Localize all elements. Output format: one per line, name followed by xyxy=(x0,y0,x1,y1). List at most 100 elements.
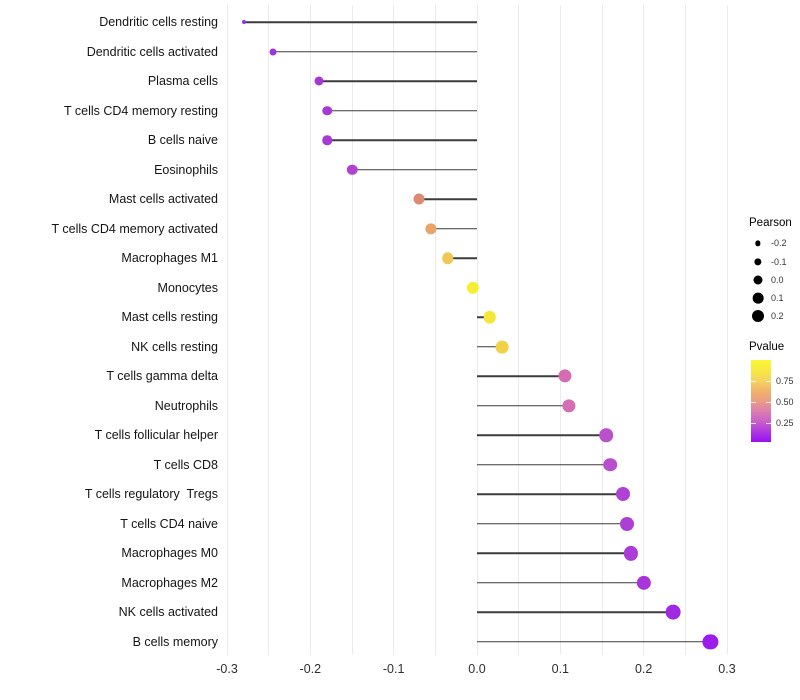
lollipop-stem xyxy=(477,611,673,614)
lollipop-dot xyxy=(702,634,718,650)
pvalue-tick-mark xyxy=(766,402,771,404)
lollipop-stem xyxy=(477,405,569,407)
row-label: Mast cells resting xyxy=(121,310,218,325)
lollipop-dot xyxy=(557,369,572,383)
pvalue-tick-mark xyxy=(751,402,756,404)
lollipop-stem xyxy=(477,345,502,348)
lollipop-stem xyxy=(477,464,611,466)
x-tick-label: 0.0 xyxy=(468,662,486,676)
gridline xyxy=(476,5,478,655)
lollipop-dot xyxy=(346,164,358,175)
gridline xyxy=(351,5,353,655)
row-label: B cells naive xyxy=(147,133,218,148)
lollipop-dot xyxy=(624,546,639,561)
row-label: Plasma cells xyxy=(147,74,218,89)
lollipop-dot xyxy=(413,193,425,205)
row-label: T cells follicular helper xyxy=(94,428,218,443)
gridline xyxy=(643,5,645,655)
row-label: NK cells activated xyxy=(118,605,218,620)
row-label: T cells regulatory Tregs xyxy=(84,487,218,502)
pearson-legend-label: 0.2 xyxy=(771,311,784,322)
row-label: Monocytes xyxy=(157,280,218,295)
pvalue-tick-label: 0.75 xyxy=(776,376,794,387)
lollipop-stem xyxy=(431,227,477,230)
pvalue-tick-label: 0.25 xyxy=(776,418,794,429)
lollipop-dot xyxy=(442,252,454,264)
lollipop-dot xyxy=(636,575,651,591)
gridline xyxy=(226,5,228,655)
gridline xyxy=(434,5,436,655)
lollipop-stem xyxy=(477,641,711,643)
gridline xyxy=(601,5,603,655)
x-tick-label: -0.1 xyxy=(382,662,405,676)
lollipop-dot xyxy=(620,516,634,531)
lollipop-dot xyxy=(599,428,613,443)
gridline xyxy=(309,5,311,655)
pvalue-legend-title: Pvalue xyxy=(749,341,785,353)
gridline xyxy=(726,5,728,655)
pvalue-tick-label: 0.50 xyxy=(776,397,794,408)
pvalue-tick-mark xyxy=(751,423,756,425)
pearson-legend-dot xyxy=(753,275,763,285)
lollipop-stem xyxy=(418,198,477,200)
row-label: T cells gamma delta xyxy=(106,369,218,384)
x-tick-label: -0.2 xyxy=(299,662,322,676)
row-label: Macrophages M0 xyxy=(121,546,218,561)
x-tick-label: 0.3 xyxy=(718,662,736,676)
row-label: Neutrophils xyxy=(154,398,218,413)
row-label: B cells memory xyxy=(132,634,218,649)
lollipop-dot xyxy=(322,105,332,116)
lollipop-stem xyxy=(318,80,477,82)
pearson-legend-dot xyxy=(752,310,764,323)
row-label: NK cells resting xyxy=(131,339,218,354)
x-tick-label: -0.3 xyxy=(216,662,238,676)
row-label: T cells CD4 memory resting xyxy=(64,103,218,118)
lollipop-stem xyxy=(477,523,627,525)
lollipop-dot xyxy=(483,310,496,324)
lollipop-dot xyxy=(615,487,630,502)
lollipop-dot xyxy=(562,399,576,413)
row-label: Dendritic cells activated xyxy=(86,44,218,59)
pearson-legend-dot xyxy=(755,240,761,246)
gridline xyxy=(684,5,686,655)
gridline xyxy=(268,5,270,655)
lollipop-dot xyxy=(425,223,437,235)
lollipop-stem xyxy=(477,493,623,496)
row-label: T cells CD4 naive xyxy=(120,516,218,531)
pearson-legend-dot xyxy=(752,292,764,304)
row-label: T cells CD4 memory activated xyxy=(51,221,219,236)
lollipop-dot xyxy=(603,458,618,472)
gridline xyxy=(518,5,520,655)
lollipop-dot xyxy=(665,604,681,620)
row-label: Dendritic cells resting xyxy=(99,15,218,29)
pvalue-gradient-bar xyxy=(751,360,771,442)
row-label: Mast cells activated xyxy=(108,192,218,207)
lollipop-dot xyxy=(495,340,509,354)
lollipop-stem xyxy=(243,21,477,23)
lollipop-dot xyxy=(241,20,246,24)
x-tick-label: 0.1 xyxy=(551,662,570,676)
lollipop-stem xyxy=(477,582,644,584)
lollipop-stem xyxy=(352,168,477,171)
lollipop-stem xyxy=(327,139,477,141)
pearson-legend-title: Pearson xyxy=(749,217,792,229)
pearson-legend-label: 0.0 xyxy=(771,274,784,285)
row-label: Eosinophils xyxy=(154,162,218,177)
lollipop-dot xyxy=(314,76,324,86)
pvalue-tick-mark xyxy=(766,423,771,425)
pvalue-tick-mark xyxy=(766,381,771,383)
pearson-legend-label: -0.1 xyxy=(771,256,787,267)
x-tick-label: 0.2 xyxy=(634,662,653,676)
row-label: Macrophages M2 xyxy=(121,575,218,590)
lollipop-stem xyxy=(272,50,477,53)
gridline xyxy=(559,5,561,655)
row-label: T cells CD8 xyxy=(153,457,218,472)
pearson-legend-label: 0.1 xyxy=(771,292,784,303)
lollipop-stem xyxy=(447,257,477,259)
row-label: Macrophages M1 xyxy=(121,251,218,266)
pearson-legend-label: -0.2 xyxy=(771,238,787,249)
lollipop-dot xyxy=(322,135,332,145)
gridline xyxy=(393,5,395,655)
lollipop-stem xyxy=(477,375,565,377)
